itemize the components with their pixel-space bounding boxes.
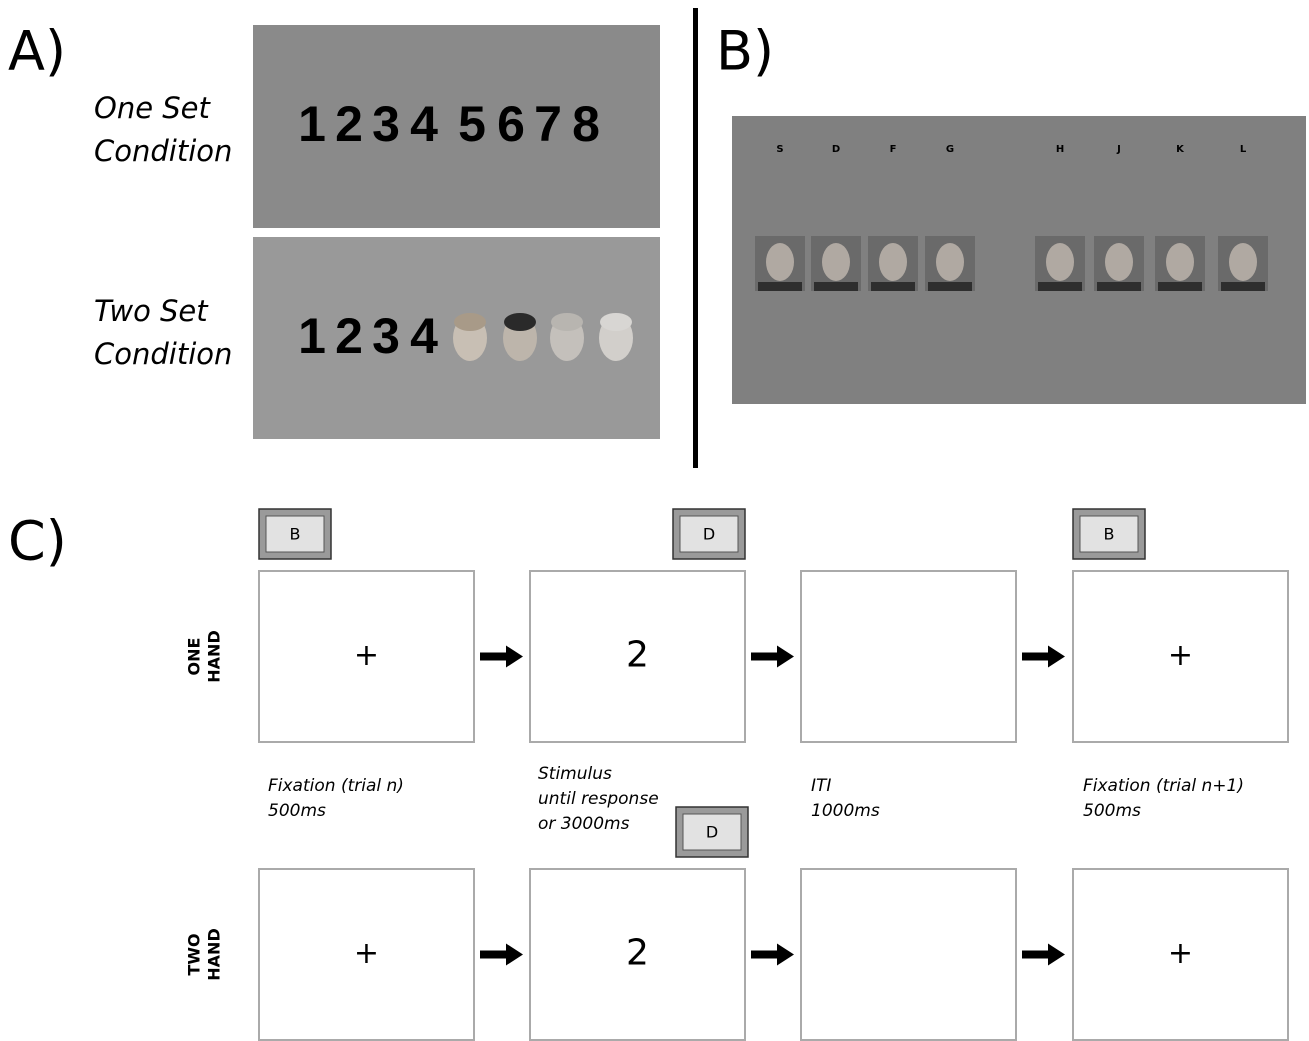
frame — [801, 571, 1016, 742]
hair — [551, 313, 583, 331]
arrow — [751, 646, 794, 668]
frame — [801, 869, 1016, 1040]
digit: 3 — [372, 308, 400, 364]
hair — [504, 313, 536, 331]
panel-label: B) — [716, 20, 774, 83]
condition-label: Condition — [94, 134, 232, 168]
caption: Fixation (trial n) — [268, 776, 404, 796]
hair — [600, 313, 632, 331]
row-label-text: TWO — [185, 933, 204, 975]
face — [1166, 243, 1194, 281]
shoulders — [1038, 282, 1082, 291]
key-label: D — [703, 525, 715, 544]
frame-content: + — [354, 638, 379, 673]
digit: 8 — [572, 96, 600, 152]
condition-label: Condition — [94, 337, 232, 371]
face — [1229, 243, 1257, 281]
caption: 500ms — [1083, 801, 1141, 821]
hair — [454, 313, 486, 331]
condition-label: One Set — [94, 91, 212, 125]
key-letter: H — [1056, 144, 1064, 155]
face — [766, 243, 794, 281]
frame-content: 2 — [626, 635, 649, 676]
key-letter: D — [832, 144, 840, 155]
caption: Fixation (trial n+1) — [1083, 776, 1244, 796]
face — [879, 243, 907, 281]
key-label: B — [290, 525, 301, 544]
face — [1105, 243, 1133, 281]
face — [822, 243, 850, 281]
caption: Stimulus — [538, 764, 612, 784]
digit: 1 — [298, 308, 326, 364]
frame-content: + — [354, 936, 379, 971]
arrow — [751, 944, 794, 966]
row-label-text: HAND — [205, 928, 224, 980]
shoulders — [871, 282, 915, 291]
arrow — [480, 646, 523, 668]
key-letter: F — [890, 144, 897, 155]
digit: 1 — [298, 96, 326, 152]
key-letter: S — [776, 144, 783, 155]
arrow — [1022, 646, 1065, 668]
caption: ITI — [811, 776, 831, 796]
shoulders — [758, 282, 802, 291]
caption: 1000ms — [811, 801, 880, 821]
key-label: D — [706, 823, 718, 842]
figure: A) B) C) One SetCondition12345678Two Set… — [0, 0, 1309, 1041]
caption: or 3000ms — [538, 814, 630, 834]
digit: 7 — [534, 96, 562, 152]
digit: 5 — [458, 96, 486, 152]
caption: until response — [538, 789, 659, 809]
key-letter: L — [1240, 144, 1247, 155]
row-label-text: HAND — [205, 630, 224, 682]
arrow — [480, 944, 523, 966]
shoulders — [928, 282, 972, 291]
digit: 6 — [497, 96, 525, 152]
caption: 500ms — [268, 801, 326, 821]
condition-label: Two Set — [94, 294, 209, 328]
digit: 3 — [372, 96, 400, 152]
digit: 2 — [335, 308, 363, 364]
frame-content: + — [1168, 638, 1193, 673]
shoulders — [1158, 282, 1202, 291]
key-letter: G — [946, 144, 954, 155]
shoulders — [1097, 282, 1141, 291]
key-letter: J — [1116, 144, 1121, 155]
row-label-text: ONE — [185, 638, 204, 676]
panel-label: A) — [8, 20, 66, 83]
key-letter: K — [1176, 144, 1185, 155]
face — [1046, 243, 1074, 281]
key-label: B — [1104, 525, 1115, 544]
divider — [693, 8, 698, 468]
shoulders — [814, 282, 858, 291]
digit: 2 — [335, 96, 363, 152]
frame-content: + — [1168, 936, 1193, 971]
digit: 4 — [410, 308, 438, 364]
face — [936, 243, 964, 281]
digit: 4 — [410, 96, 438, 152]
arrow — [1022, 944, 1065, 966]
panel-label: C) — [8, 510, 67, 573]
shoulders — [1221, 282, 1265, 291]
frame-content: 2 — [626, 933, 649, 974]
